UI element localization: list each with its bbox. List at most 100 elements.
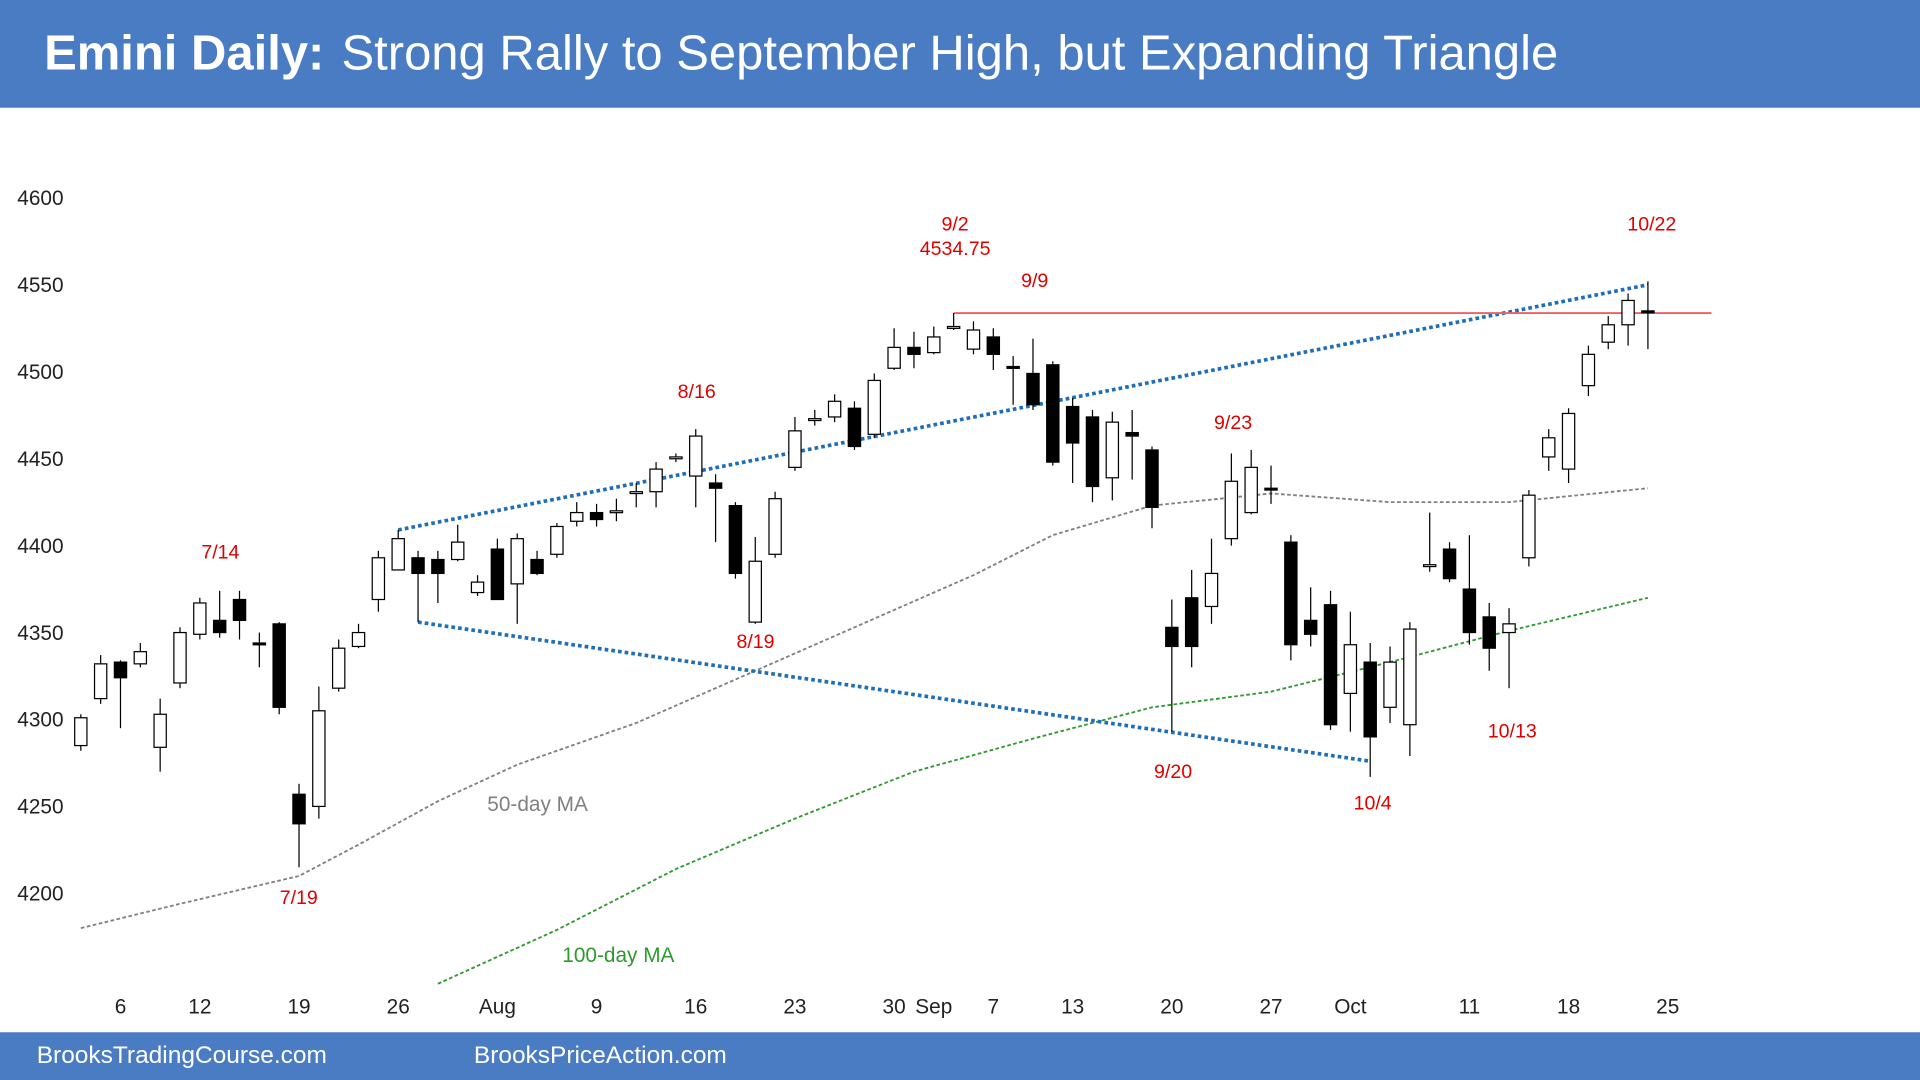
candle-body	[966, 329, 981, 350]
candle-body	[887, 346, 901, 369]
candle-body	[1006, 365, 1020, 369]
candle-body	[649, 468, 663, 493]
candle-body	[847, 407, 862, 448]
candle-body	[193, 602, 207, 635]
x-tick-label: 12	[188, 995, 211, 1018]
candle-body	[490, 548, 505, 601]
candle-body	[946, 325, 961, 329]
y-tick-label: 4550	[17, 274, 63, 297]
annotation: 8/16	[678, 381, 716, 403]
chart-title: Emini Daily: Strong Rally to September Hi…	[44, 26, 1558, 80]
y-tick-label: 4350	[17, 622, 63, 645]
candle-body	[530, 558, 544, 575]
candle-body	[669, 456, 683, 460]
candle-body	[1165, 626, 1179, 648]
y-tick-label: 4500	[17, 361, 63, 384]
y-tick-label: 4250	[17, 796, 63, 819]
y-tick-label: 4600	[17, 187, 63, 210]
footer-bar	[0, 1032, 1920, 1080]
x-tick-label: 26	[387, 995, 410, 1018]
candle-body	[1601, 324, 1615, 343]
candle-body	[689, 435, 703, 477]
candle-body	[1085, 416, 1100, 488]
candle-body	[212, 619, 227, 634]
title-bar	[0, 0, 1920, 108]
candle-body	[510, 538, 524, 585]
annotation: 4534.75	[920, 238, 991, 260]
y-tick-label: 4450	[17, 448, 63, 471]
candle-body	[629, 491, 643, 495]
candle-body	[1105, 421, 1120, 479]
candle-body	[292, 793, 306, 825]
candle-body	[1581, 353, 1596, 387]
annotation: 10/4	[1354, 793, 1392, 815]
candle-body	[1621, 299, 1635, 326]
candle-body	[470, 581, 485, 594]
trend-line	[397, 282, 1649, 532]
candle-body	[431, 558, 445, 575]
y-tick-label: 4200	[17, 883, 63, 906]
candle-body	[768, 498, 782, 555]
candle-body	[252, 642, 267, 646]
candle-body	[1244, 466, 1258, 514]
annotation: 9/23	[1214, 412, 1252, 434]
candle-body	[1363, 661, 1377, 738]
candle-body	[1303, 619, 1318, 635]
x-tick-label: 27	[1259, 995, 1282, 1018]
x-tick-label: Sep	[915, 995, 952, 1018]
y-tick-label: 4300	[17, 709, 63, 732]
candle-body	[173, 631, 187, 684]
candle-body	[827, 400, 842, 418]
candle-body	[1482, 616, 1496, 649]
candle-body	[391, 538, 405, 571]
candle-body	[331, 647, 346, 689]
candle-body	[411, 557, 425, 575]
x-tick-label: 20	[1160, 995, 1183, 1018]
annotation: 8/19	[736, 631, 774, 653]
candle-body	[728, 505, 743, 575]
candle-body	[1264, 487, 1278, 491]
annotation: 10/22	[1627, 213, 1676, 235]
candle-body	[907, 346, 921, 355]
candle-body	[1284, 541, 1298, 646]
candle-body	[272, 623, 286, 708]
candle-body	[1383, 661, 1397, 708]
candle-body	[927, 336, 941, 354]
title-bold: Emini Daily:	[44, 26, 324, 80]
x-tick-label: 25	[1656, 995, 1679, 1018]
candle-body	[312, 710, 326, 808]
candle-body	[1204, 572, 1219, 608]
x-tick-label: 19	[287, 995, 310, 1018]
candle-body	[450, 541, 465, 561]
y-tick-label: 4400	[17, 535, 63, 558]
annotation: 9/2	[941, 213, 968, 235]
candle-body	[986, 336, 1001, 355]
candle-body	[609, 510, 624, 514]
candle-body	[867, 379, 882, 435]
annotation: 10/13	[1488, 720, 1537, 742]
candle-body	[371, 557, 386, 601]
footer-right: BrooksPriceAction.com	[474, 1042, 727, 1069]
candle-body	[1542, 437, 1556, 458]
candle-body	[589, 511, 604, 521]
candle-body	[153, 713, 167, 748]
footer-left: BrooksTradingCourse.com	[37, 1042, 327, 1069]
candle-body	[1343, 644, 1358, 695]
candle-body	[1184, 597, 1199, 648]
x-tick-label: 18	[1557, 995, 1580, 1018]
candle-body	[570, 511, 584, 522]
title-rest: Strong Rally to September High, but Expa…	[342, 26, 1559, 80]
candle-body	[1403, 628, 1417, 726]
x-tick-label: 7	[988, 995, 1000, 1018]
x-tick-label: Oct	[1334, 995, 1367, 1018]
moving-average	[437, 596, 1649, 985]
x-tick-label: 16	[684, 995, 707, 1018]
candle-body	[1462, 588, 1477, 634]
candle-body	[808, 418, 822, 422]
x-tick-label: Aug	[479, 995, 516, 1018]
trend-line	[417, 620, 1371, 764]
candle-body	[93, 663, 108, 700]
candle-body	[1224, 480, 1239, 540]
candle-body	[1502, 623, 1516, 634]
